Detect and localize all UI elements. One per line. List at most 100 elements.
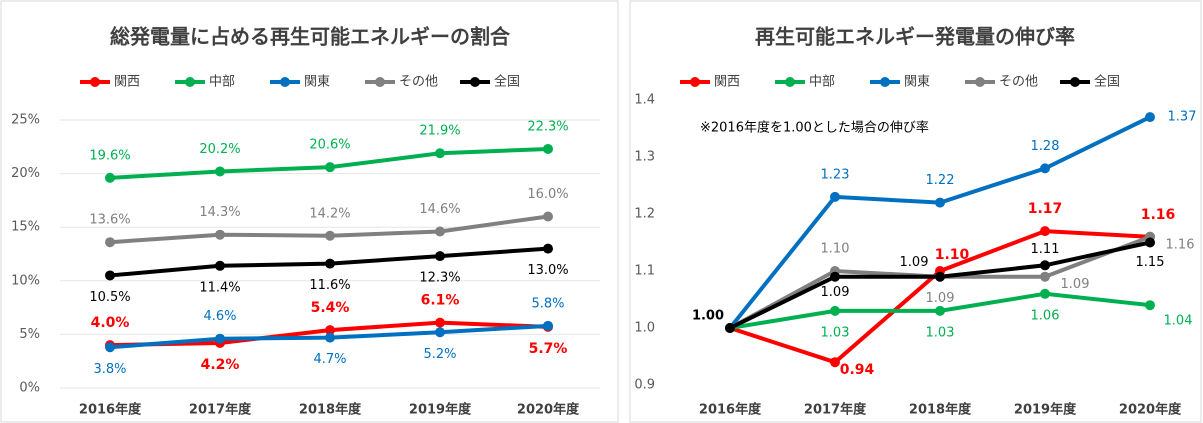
data-point xyxy=(435,327,445,338)
data-label: 14.2% xyxy=(309,206,350,221)
data-label: 14.6% xyxy=(419,202,460,217)
data-label: 11.4% xyxy=(199,280,240,295)
data-label: 4.7% xyxy=(313,352,346,367)
data-label: 1.10 xyxy=(935,247,970,263)
data-label: 3.8% xyxy=(93,362,126,377)
legend-marker xyxy=(1070,77,1080,87)
data-point xyxy=(435,251,445,262)
y-tick-label: 15% xyxy=(11,220,40,235)
data-label: 5.7% xyxy=(529,341,568,357)
data-label: 1.17 xyxy=(1028,201,1063,217)
data-label: 1.11 xyxy=(1031,242,1060,257)
data-point xyxy=(1145,112,1155,123)
data-point xyxy=(725,323,735,333)
data-point xyxy=(325,258,335,269)
legend-marker xyxy=(880,77,890,87)
data-point xyxy=(543,211,553,222)
data-label: 1.23 xyxy=(821,167,850,182)
legend-label: その他 xyxy=(999,75,1038,90)
data-point xyxy=(215,333,225,344)
data-label: 0.94 xyxy=(840,362,875,378)
data-label: 5.8% xyxy=(531,296,564,311)
data-label: 1.09 xyxy=(926,291,955,306)
x-tick-label: 2020年度 xyxy=(1119,402,1182,418)
data-label: 16.0% xyxy=(527,187,568,202)
legend-label: 中部 xyxy=(809,75,835,90)
legend-label: 関東 xyxy=(904,74,930,90)
chart-title: 総発電量に占める再生可能エネルギーの割合 xyxy=(110,25,511,49)
data-point xyxy=(543,143,553,154)
x-tick-label: 2018年度 xyxy=(299,402,362,418)
data-label: 1.10 xyxy=(821,242,850,257)
data-point xyxy=(543,320,553,331)
data-point xyxy=(435,148,445,159)
data-point xyxy=(215,229,225,240)
data-point xyxy=(435,317,445,328)
data-label: 12.3% xyxy=(419,271,460,286)
data-label: 13.0% xyxy=(527,263,568,278)
data-point xyxy=(215,166,225,177)
x-tick-label: 2016年度 xyxy=(699,402,762,418)
data-label: 4.0% xyxy=(91,315,130,331)
data-label: 11.6% xyxy=(309,278,350,293)
legend-label: 関東 xyxy=(304,74,330,90)
data-point xyxy=(325,230,335,241)
data-point xyxy=(1040,260,1050,271)
y-tick-label: 0% xyxy=(19,381,40,396)
data-point xyxy=(1145,237,1155,248)
data-label: 22.3% xyxy=(527,119,568,134)
data-label: 1.09 xyxy=(900,255,929,270)
x-tick-label: 2018年度 xyxy=(909,402,972,418)
data-label: 5.4% xyxy=(311,300,350,316)
data-label: 4.6% xyxy=(203,309,236,324)
data-label: 4.2% xyxy=(201,357,240,373)
data-point xyxy=(325,332,335,343)
x-tick-label: 2016年度 xyxy=(79,402,142,418)
data-label: 20.6% xyxy=(309,138,350,153)
data-point xyxy=(215,260,225,271)
panel xyxy=(0,0,619,423)
data-point xyxy=(935,271,945,282)
data-label: 13.6% xyxy=(89,213,130,228)
data-label: 1.37 xyxy=(1168,110,1197,125)
y-tick-label: 1.3 xyxy=(634,150,655,165)
data-point xyxy=(435,226,445,237)
data-label: 1.04 xyxy=(1164,314,1193,329)
data-label: 1.03 xyxy=(821,325,850,340)
data-label: 1.22 xyxy=(926,173,955,188)
legend-marker xyxy=(975,77,985,87)
legend-label: 中部 xyxy=(209,75,235,90)
data-label: 10.5% xyxy=(89,290,130,305)
legend-marker xyxy=(185,77,195,87)
y-tick-label: 5% xyxy=(19,327,40,342)
annotation: ※2016年度を1.00とした場合の伸び率 xyxy=(700,120,929,136)
x-tick-label: 2017年度 xyxy=(804,402,867,418)
y-tick-label: 1.2 xyxy=(634,207,655,222)
y-tick-label: 0.9 xyxy=(634,378,655,393)
legend-marker xyxy=(690,77,700,87)
legend-label: 全国 xyxy=(494,74,520,90)
legend-label: 全国 xyxy=(1094,74,1120,90)
data-point xyxy=(1040,226,1050,237)
x-tick-label: 2019年度 xyxy=(1014,402,1077,418)
data-label: 14.3% xyxy=(199,205,240,220)
data-point xyxy=(1040,271,1050,282)
data-point xyxy=(935,305,945,316)
legend-label: 関西 xyxy=(114,75,140,90)
data-label: 1.16 xyxy=(1141,207,1176,223)
data-label: 6.1% xyxy=(421,293,460,309)
data-label: 21.9% xyxy=(419,124,460,139)
y-tick-label: 20% xyxy=(11,166,40,181)
data-point xyxy=(1145,300,1155,311)
data-label: 1.28 xyxy=(1031,139,1060,154)
y-tick-label: 25% xyxy=(11,113,40,128)
data-point xyxy=(543,243,553,254)
x-tick-label: 2020年度 xyxy=(517,402,580,418)
data-point xyxy=(105,270,115,281)
data-point xyxy=(325,162,335,173)
x-tick-label: 2017年度 xyxy=(189,402,252,418)
legend-label: その他 xyxy=(399,75,438,90)
legend-marker xyxy=(90,77,100,87)
y-tick-label: 10% xyxy=(11,273,40,288)
data-label: 1.16 xyxy=(1166,237,1195,252)
